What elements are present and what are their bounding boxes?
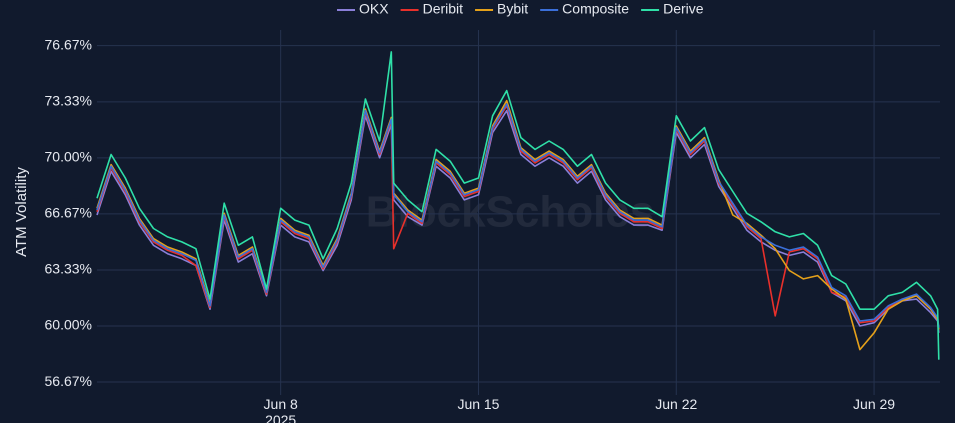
legend-label: Composite bbox=[562, 1, 629, 17]
y-tick-label: 76.67% bbox=[45, 36, 92, 52]
legend-label: OKX bbox=[359, 1, 389, 17]
y-tick-label: 60.00% bbox=[45, 317, 92, 333]
y-tick-label: 70.00% bbox=[45, 149, 92, 165]
x-tick-label: Jun 22 bbox=[655, 396, 698, 412]
legend-label: Derive bbox=[663, 1, 704, 17]
x-tick-label: Jun 29 bbox=[853, 396, 896, 412]
y-axis-label: ATM Volatility bbox=[13, 167, 30, 257]
y-tick-label: 63.33% bbox=[45, 261, 92, 277]
y-tick-label: 56.67% bbox=[45, 373, 92, 389]
y-tick-label: 66.67% bbox=[45, 205, 92, 221]
x-tick-label: Jun 8 2025 bbox=[263, 396, 298, 423]
y-tick-label: 73.33% bbox=[45, 93, 92, 109]
series-line bbox=[96, 104, 940, 330]
legend: OKX Deribit Bybit Composite Derive bbox=[337, 1, 704, 17]
x-tick-label: Jun 15 bbox=[457, 396, 500, 412]
legend-label: Deribit bbox=[423, 1, 464, 17]
legend-label: Bybit bbox=[497, 1, 528, 17]
series-line bbox=[96, 51, 940, 360]
series-line bbox=[96, 103, 940, 328]
series-line bbox=[96, 109, 940, 333]
